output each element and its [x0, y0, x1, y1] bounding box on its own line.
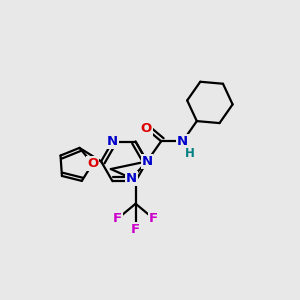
Text: F: F [131, 223, 140, 236]
Text: N: N [177, 135, 188, 148]
Text: O: O [87, 157, 98, 170]
Text: N: N [126, 172, 137, 185]
Text: F: F [149, 212, 158, 225]
Text: N: N [141, 155, 153, 168]
Text: O: O [140, 122, 152, 135]
Text: N: N [107, 135, 118, 148]
Text: F: F [113, 212, 122, 225]
Text: H: H [185, 147, 195, 160]
